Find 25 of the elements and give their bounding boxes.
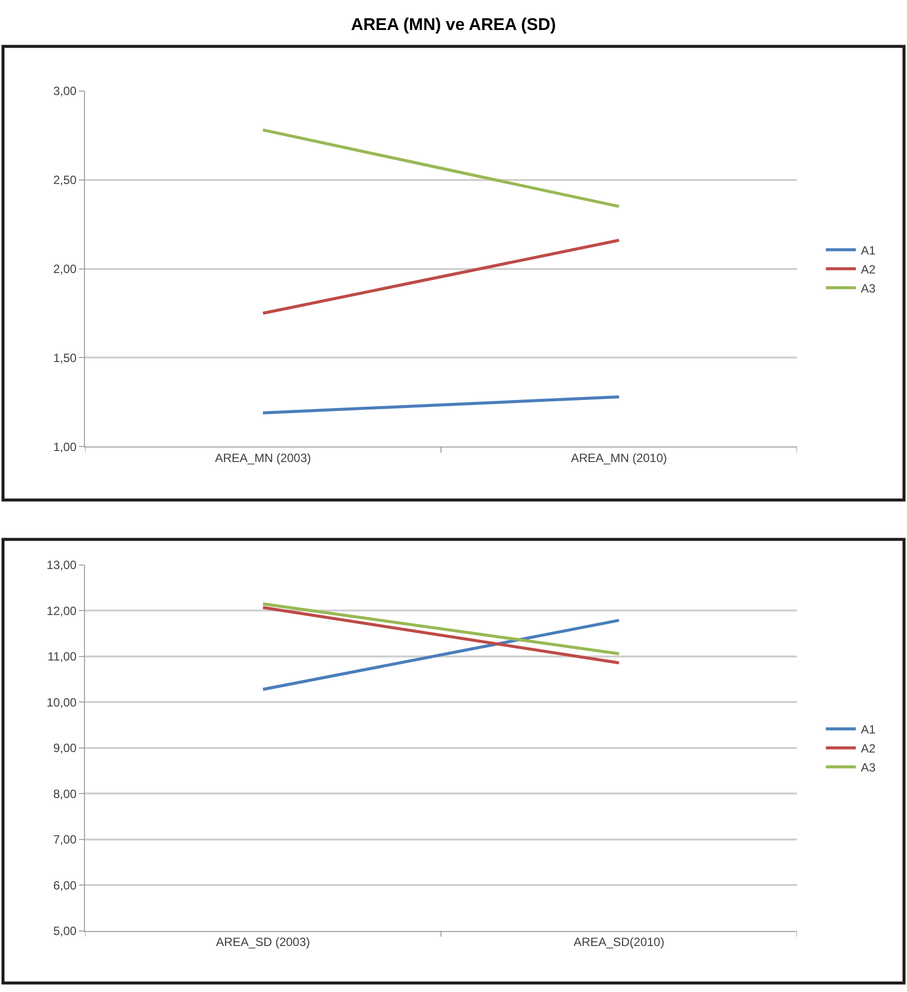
y-tick-label: 2,50 [53, 172, 77, 187]
y-tick-label: 2,00 [53, 262, 77, 276]
x-tick-label: AREA_MN (2003) [214, 451, 312, 466]
legend-label: A3 [860, 281, 876, 296]
x-tick-label: AREA_SD (2003) [216, 935, 310, 950]
y-tick-label: 11,00 [47, 650, 77, 664]
x-tick-label: AREA_MN (2010) [570, 451, 668, 466]
y-tick-label: 10,00 [46, 695, 77, 710]
x-tick-label: AREA_SD(2010) [574, 935, 664, 950]
chart-title: AREA (MN) ve AREA (SD) [351, 15, 556, 34]
legend-label: A3 [860, 760, 876, 775]
y-tick-label: 7,00 [53, 832, 77, 847]
legend-label: A2 [860, 262, 876, 276]
legend-label: A2 [860, 742, 876, 756]
y-tick-label: 8,00 [53, 786, 77, 801]
y-tick-label: 3,00 [53, 84, 77, 98]
y-tick-label: 9,00 [53, 741, 77, 756]
y-tick-label: 1,00 [53, 440, 77, 454]
y-tick-label: 12,00 [46, 604, 77, 618]
y-tick-label: 6,00 [53, 878, 77, 892]
y-tick-label: 13,00 [46, 558, 77, 572]
legend-label: A1 [860, 722, 876, 737]
y-tick-label: 1,50 [53, 350, 77, 365]
y-tick-label: 5,00 [53, 924, 77, 938]
legend-label: A1 [860, 243, 876, 258]
